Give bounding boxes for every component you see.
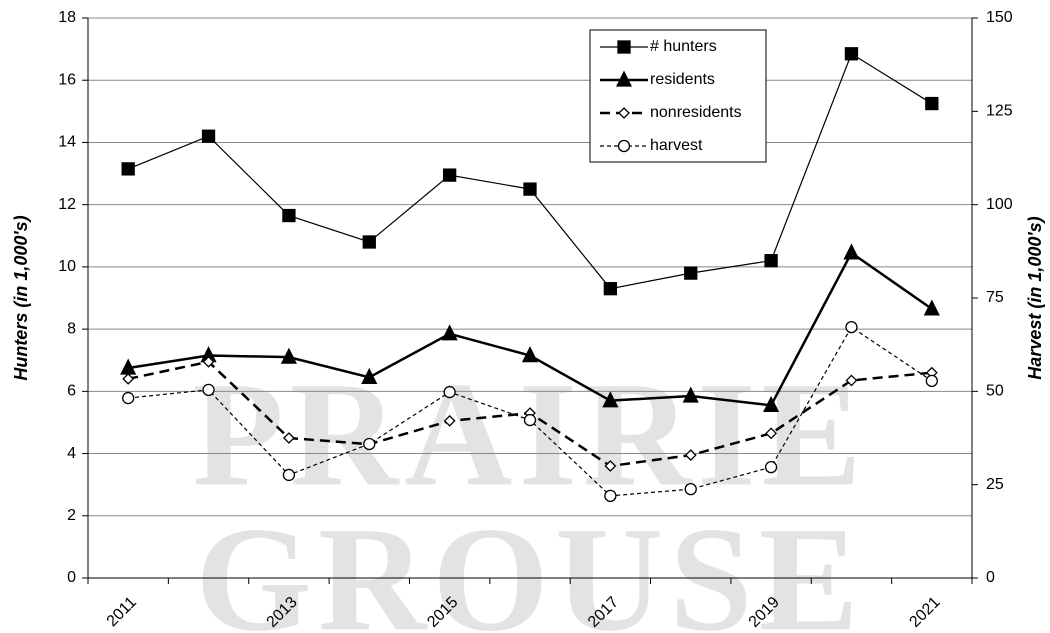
marker <box>763 395 780 412</box>
watermark: GROUSE <box>195 496 864 633</box>
legend-label: harvest <box>650 137 703 154</box>
marker <box>604 460 617 472</box>
marker <box>201 129 216 143</box>
marker <box>844 47 859 61</box>
marker <box>603 282 618 296</box>
y-tick-label: 10 <box>58 258 76 275</box>
y2-axis-title: Harvest (in 1,000's) <box>1025 216 1045 379</box>
marker <box>684 266 698 280</box>
marker <box>764 460 778 474</box>
marker <box>684 482 697 496</box>
y2-tick-label: 125 <box>986 103 1013 120</box>
y2-tick-label: 50 <box>986 383 1004 400</box>
marker <box>280 347 297 364</box>
marker <box>604 489 617 503</box>
marker <box>361 367 378 384</box>
marker <box>523 182 537 196</box>
legend-marker <box>615 70 633 87</box>
marker <box>202 383 215 396</box>
y2-tick-label: 100 <box>986 196 1013 213</box>
legend-label: nonresidents <box>650 104 742 121</box>
y-axis-title: Hunters (in 1,000's) <box>11 215 31 380</box>
marker <box>684 449 697 462</box>
marker <box>845 374 858 387</box>
legend-marker <box>618 107 630 119</box>
y-tick-label: 8 <box>67 320 76 337</box>
marker <box>521 346 539 363</box>
marker <box>282 208 296 223</box>
marker <box>843 243 860 260</box>
watermark: PRAIRIE <box>192 351 867 517</box>
x-tick-label: 2021 <box>906 594 943 631</box>
y-tick-label: 6 <box>67 383 76 400</box>
marker <box>362 235 376 249</box>
y2-tick-label: 25 <box>986 476 1004 493</box>
marker <box>682 386 699 403</box>
marker <box>845 320 858 334</box>
marker <box>925 96 939 111</box>
legend-marker <box>617 139 631 153</box>
y2-tick-label: 75 <box>986 289 1004 306</box>
legend-label: # hunters <box>650 38 717 55</box>
marker <box>282 468 296 482</box>
marker <box>443 385 456 399</box>
marker <box>602 391 619 408</box>
y-tick-label: 4 <box>67 445 76 462</box>
legend-marker <box>617 40 631 54</box>
y-tick-label: 14 <box>58 134 76 151</box>
y-tick-label: 2 <box>67 507 76 524</box>
marker <box>202 355 215 368</box>
marker <box>923 299 940 316</box>
marker <box>442 168 457 182</box>
marker <box>764 254 778 268</box>
series-line <box>127 52 933 290</box>
marker <box>282 432 295 444</box>
y-tick-label: 12 <box>58 196 76 213</box>
marker <box>122 391 135 405</box>
x-tick-label: 2011 <box>104 594 140 630</box>
y2-tick-label: 150 <box>986 9 1013 26</box>
y2-tick-label: 0 <box>986 569 995 586</box>
legend-label: residents <box>650 71 715 88</box>
y-tick-label: 18 <box>58 9 76 26</box>
marker <box>925 374 938 388</box>
marker <box>122 372 135 385</box>
marker <box>363 437 376 451</box>
y-tick-label: 0 <box>67 569 76 586</box>
y-tick-label: 16 <box>58 71 76 88</box>
marker <box>523 413 537 427</box>
marker <box>441 324 458 341</box>
marker <box>121 162 135 176</box>
marker <box>443 414 456 427</box>
marker <box>765 427 778 440</box>
